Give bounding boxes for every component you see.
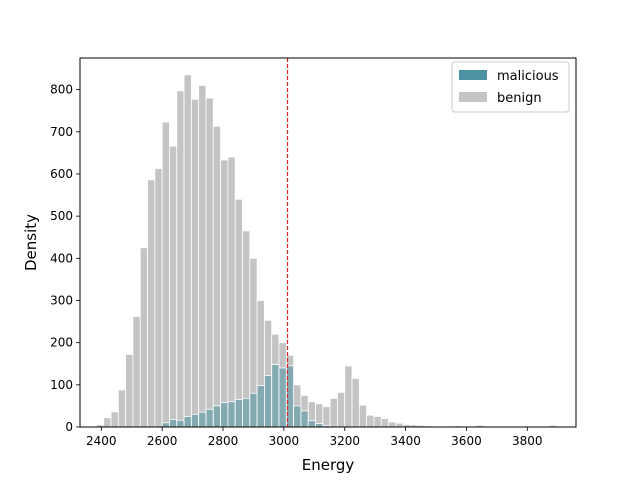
malicious-bar-13 — [256, 385, 265, 428]
benign-bar-19 — [234, 198, 243, 428]
benign-bar-31 — [322, 406, 331, 428]
malicious-bar-4 — [190, 413, 200, 428]
y-axis-label: Density — [22, 214, 40, 271]
x-tick-label: 3800 — [512, 434, 543, 448]
y-tick-label: 600 — [50, 167, 73, 181]
malicious-bar-9 — [227, 401, 236, 428]
benign-bar-13 — [190, 98, 200, 428]
y-tick-label: 400 — [50, 251, 73, 265]
benign-bar-11 — [176, 90, 185, 428]
malicious-bar-6 — [205, 408, 214, 428]
malicious-bar-15 — [271, 364, 280, 428]
x-tick-label: 3200 — [329, 434, 360, 448]
malicious-bar-1 — [169, 419, 178, 428]
benign-bar-37 — [366, 414, 375, 428]
x-tick-label: 3400 — [390, 434, 421, 448]
benign-bar-41 — [395, 422, 404, 428]
y-tick-label: 500 — [50, 209, 73, 223]
malicious-bar-21 — [315, 423, 324, 428]
malicious-bar-11 — [242, 397, 251, 428]
malicious-bar-18 — [293, 405, 302, 428]
malicious-bar-8 — [220, 402, 229, 428]
legend-swatch-malicious — [459, 70, 487, 80]
plot-frame — [79, 57, 577, 428]
benign-bar-32 — [329, 397, 338, 428]
malicious-bar-16 — [278, 367, 287, 428]
legend-swatch-benign — [459, 92, 487, 102]
benign-bar-16 — [212, 125, 221, 428]
y-tick-label: 100 — [50, 378, 73, 392]
benign-bar-14 — [198, 85, 207, 428]
legend: malicious benign — [451, 61, 570, 113]
malicious-bar-2 — [176, 419, 185, 428]
benign-bar-34 — [344, 365, 353, 428]
y-tick-label: 0 — [65, 420, 73, 434]
benign-bar-4 — [125, 354, 134, 428]
benign-bar-40 — [388, 421, 397, 428]
benign-bar-3 — [117, 389, 127, 428]
benign-bar-33 — [337, 392, 346, 428]
malicious-bars — [161, 364, 331, 428]
malicious-bar-12 — [249, 392, 258, 428]
malicious-bar-0 — [161, 422, 170, 428]
benign-bar-36 — [358, 404, 368, 428]
benign-bar-9 — [161, 121, 170, 428]
benign-bars — [96, 74, 557, 428]
x-axis: 2400 2600 2800 3000 3200 3400 3600 3800 — [86, 427, 543, 448]
x-tick-label: 3000 — [269, 434, 300, 448]
x-tick-label: 2400 — [86, 434, 117, 448]
x-axis-label: Energy — [302, 456, 355, 474]
benign-bar-7 — [147, 179, 156, 428]
benign-bar-1 — [103, 417, 112, 428]
benign-bar-6 — [139, 247, 148, 428]
x-tick-label: 3600 — [451, 434, 482, 448]
benign-bar-10 — [169, 145, 178, 428]
x-tick-label: 2600 — [147, 434, 178, 448]
benign-bar-39 — [380, 418, 389, 428]
legend-label-malicious: malicious — [497, 69, 559, 84]
malicious-bar-10 — [234, 399, 243, 428]
benign-bar-35 — [351, 378, 360, 428]
benign-bar-12 — [183, 74, 192, 428]
y-tick-label: 300 — [50, 293, 73, 307]
malicious-bar-3 — [183, 416, 192, 428]
benign-bar-17 — [220, 159, 229, 428]
y-axis: 0 100 200 300 400 500 600 700 800 — [50, 83, 80, 434]
y-tick-label: 700 — [50, 125, 73, 139]
y-tick-label: 800 — [50, 83, 73, 97]
benign-bar-2 — [110, 411, 119, 428]
malicious-bar-19 — [300, 410, 309, 428]
malicious-bar-20 — [307, 420, 316, 428]
benign-bar-38 — [373, 416, 382, 428]
x-tick-label: 2800 — [208, 434, 239, 448]
benign-bar-8 — [154, 168, 163, 428]
y-tick-label: 200 — [50, 336, 73, 350]
malicious-bar-14 — [264, 375, 273, 428]
benign-bar-15 — [205, 97, 214, 428]
benign-bar-20 — [242, 230, 251, 428]
legend-label-benign: benign — [497, 91, 542, 106]
benign-bar-18 — [227, 156, 236, 428]
malicious-bar-5 — [198, 411, 207, 428]
benign-bar-5 — [132, 316, 141, 428]
malicious-bar-7 — [212, 405, 221, 428]
